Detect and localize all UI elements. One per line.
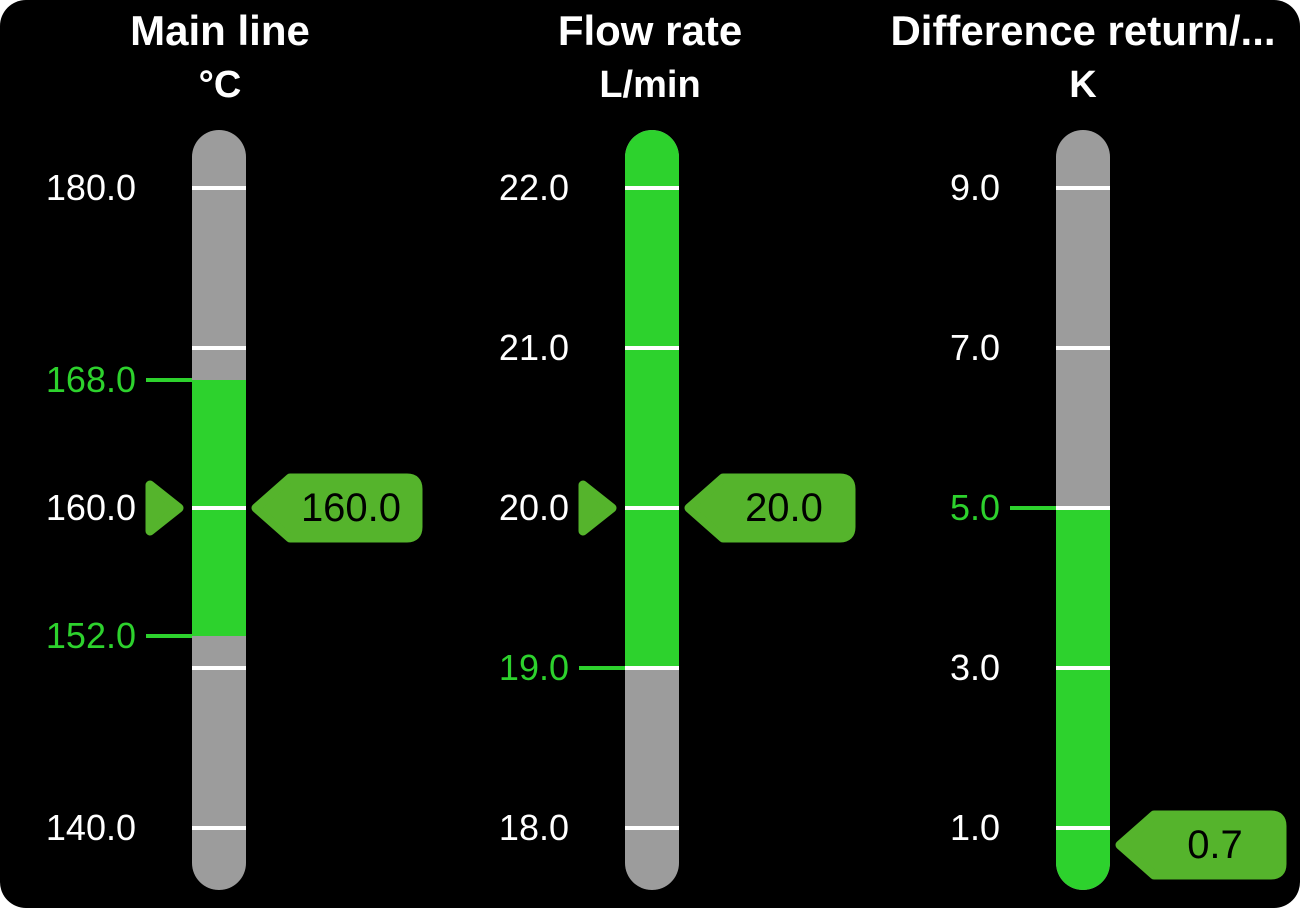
limit-line xyxy=(146,634,192,638)
tick-label: 3.0 xyxy=(949,647,1000,688)
tick-label: 180.0 xyxy=(45,167,136,208)
value-tag xyxy=(1114,809,1288,881)
limit-label: 19.0 xyxy=(498,647,569,688)
gauge-title: Flow rate xyxy=(557,7,743,54)
gauge-title: Main line xyxy=(130,7,310,54)
gauge-tick xyxy=(192,666,246,670)
gauge-tick xyxy=(625,346,679,350)
limit-line xyxy=(579,666,625,670)
gauge-bar-track xyxy=(625,130,679,890)
tick-label: 7.0 xyxy=(949,327,1000,368)
limit-label: 152.0 xyxy=(45,615,136,656)
gauge-tick xyxy=(192,826,246,830)
gauge-tick xyxy=(625,186,679,190)
gauge-tick xyxy=(192,186,246,190)
gauge-ok-zone xyxy=(1056,508,1110,890)
tick-label: 18.0 xyxy=(498,807,569,848)
limit-label: 168.0 xyxy=(45,359,136,400)
value-pointer-icon xyxy=(145,478,185,538)
value-tag-label: 160.0 xyxy=(300,486,402,530)
gauge-tick xyxy=(625,666,679,670)
gauge-bar-track xyxy=(192,130,246,890)
gauge-unit: L/min xyxy=(599,64,701,106)
gauge-bar-track xyxy=(1056,130,1110,890)
tick-label: 20.0 xyxy=(498,487,569,528)
gauge-unit: K xyxy=(1069,64,1097,106)
tick-label: 140.0 xyxy=(45,807,136,848)
tick-label: 21.0 xyxy=(498,327,569,368)
limit-line xyxy=(146,378,192,382)
gauge-tick xyxy=(1056,186,1110,190)
tick-label: 22.0 xyxy=(498,167,569,208)
limit-label: 5.0 xyxy=(949,487,1000,528)
gauge-tick xyxy=(1056,506,1110,510)
gauge-title: Difference return/... xyxy=(890,7,1276,54)
gauge-tick xyxy=(1056,346,1110,350)
tick-label: 9.0 xyxy=(949,167,1000,208)
value-pointer-icon xyxy=(578,478,618,538)
gauge-tick xyxy=(1056,826,1110,830)
value-tag-label: 0.7 xyxy=(1187,823,1243,867)
limit-line xyxy=(1010,506,1056,510)
gauge-tick xyxy=(192,346,246,350)
value-tag xyxy=(250,472,424,544)
value-tag xyxy=(683,472,857,544)
value-tag-label: 20.0 xyxy=(745,486,823,530)
gauge-tick xyxy=(625,826,679,830)
tick-label: 1.0 xyxy=(949,807,1000,848)
gauge-tick xyxy=(625,506,679,510)
tick-label: 160.0 xyxy=(45,487,136,528)
gauge-unit: °C xyxy=(198,64,242,106)
gauge-ok-zone xyxy=(625,130,679,668)
gauge-tick xyxy=(192,506,246,510)
gauge-tick xyxy=(1056,666,1110,670)
